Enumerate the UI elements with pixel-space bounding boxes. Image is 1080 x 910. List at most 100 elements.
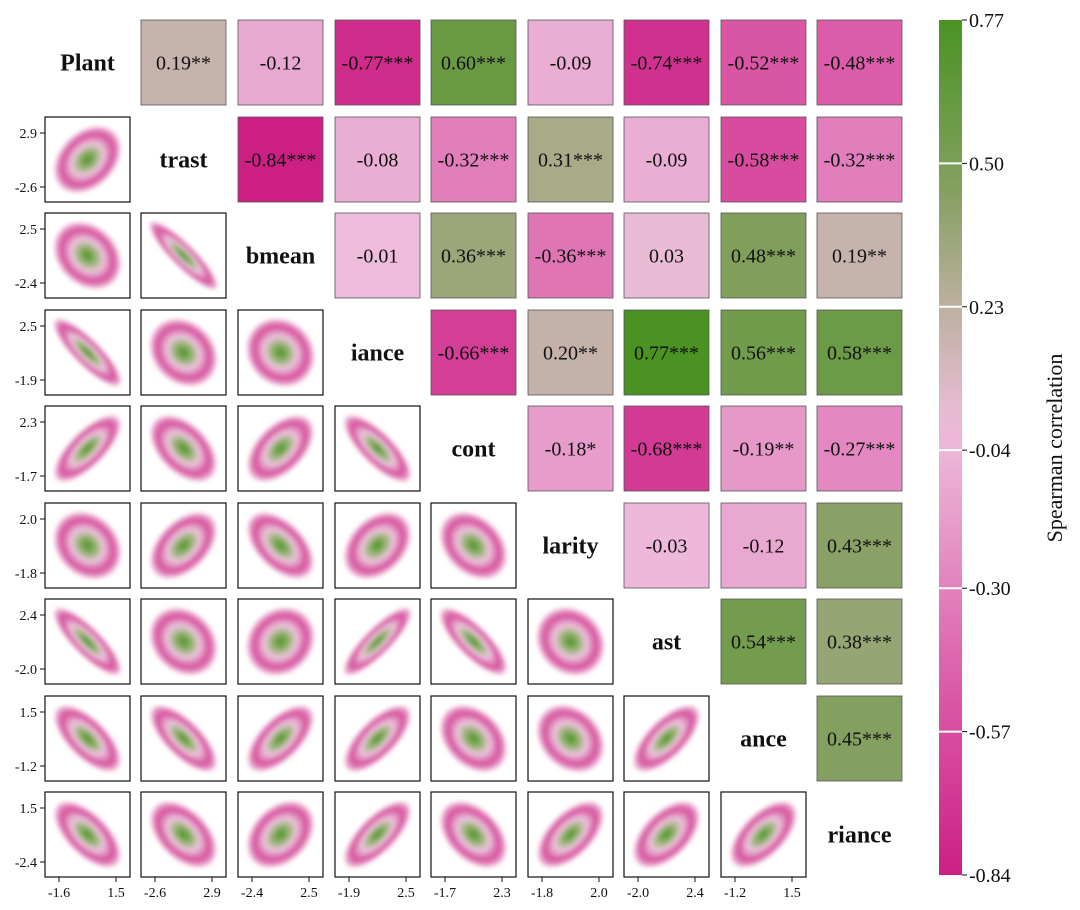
- column-tick-label: 2.5: [300, 886, 318, 901]
- correlation-cell-Plant-ast: [623, 19, 710, 106]
- colorbar-tick-label: -0.04: [969, 440, 1011, 462]
- density-blob: [342, 413, 413, 484]
- density-plot-cont-Plant: [45, 406, 130, 491]
- correlation-cell-iance-larity: [527, 309, 614, 396]
- correlation-value: 0.03: [649, 246, 684, 268]
- row-tick-label: -1.7: [15, 470, 37, 485]
- correlation-cell-larity-ance: [720, 502, 807, 589]
- colorbar: [939, 20, 962, 875]
- variable-label-ance: ance: [740, 727, 787, 753]
- variable-label-larity: larity: [543, 534, 599, 560]
- density-blob: [342, 799, 413, 870]
- correlation-cell-ast-riance: [816, 598, 903, 685]
- density-blob: [631, 703, 702, 774]
- correlation-value: -0.09: [550, 53, 592, 75]
- density-blob: [51, 509, 124, 582]
- correlation-cell-Plant-riance: [816, 19, 903, 106]
- correlation-cell-trast-riance: [816, 116, 903, 203]
- density-blob: [51, 219, 124, 292]
- density-blob: [341, 605, 414, 678]
- correlation-value: -0.74***: [631, 53, 703, 75]
- colorbar-tick-label: 0.77: [969, 10, 1004, 32]
- variable-label-Plant: Plant: [60, 51, 115, 77]
- density-blob: [147, 316, 220, 389]
- column-tick-label: -2.4: [241, 886, 263, 901]
- correlation-cell-trast-larity: [527, 116, 614, 203]
- column-tick-label: 1.5: [783, 886, 801, 901]
- correlation-value: 0.77***: [634, 343, 699, 365]
- correlation-value: -0.84***: [245, 150, 317, 172]
- correlation-value: 0.38***: [827, 632, 892, 654]
- row-tick-label: 2.5: [20, 223, 38, 238]
- column-tick-label: 2.4: [686, 886, 704, 901]
- correlation-cell-cont-riance: [816, 405, 903, 492]
- variable-label-bmean: bmean: [246, 244, 315, 270]
- correlation-value: -0.68***: [631, 439, 703, 461]
- column-tick-label: -1.9: [338, 886, 360, 901]
- density-blob: [438, 703, 509, 774]
- row-tick-label: 2.0: [20, 513, 38, 528]
- correlation-value: -0.01: [357, 246, 399, 268]
- density-blob: [244, 316, 317, 389]
- correlation-cell-iance-ast: [623, 309, 710, 396]
- row-tick-label: -1.9: [15, 374, 37, 389]
- density-plot-larity-cont: [431, 503, 516, 588]
- correlation-value: 0.19**: [156, 53, 211, 75]
- correlation-cell-ance-riance: [816, 695, 903, 782]
- row-tick-label: 2.9: [20, 127, 38, 142]
- correlation-cell-trast-ast: [623, 116, 710, 203]
- density-plot-cont-bmean: [238, 406, 323, 491]
- correlation-value: 0.31***: [538, 150, 603, 172]
- correlation-cell-cont-ance: [720, 405, 807, 492]
- correlation-cell-Plant-larity: [527, 19, 614, 106]
- column-tick-label: 1.5: [107, 886, 125, 901]
- density-blob: [438, 510, 509, 581]
- colorbar-label: Spearman correlation: [1042, 354, 1067, 543]
- density-blob: [534, 702, 607, 775]
- density-blob: [342, 510, 413, 581]
- correlation-value: -0.12: [743, 536, 785, 558]
- column-tick-label: -1.8: [531, 886, 553, 901]
- correlation-value: -0.77***: [342, 53, 414, 75]
- density-plot-ance-iance: [335, 696, 420, 781]
- correlation-value: -0.27***: [824, 439, 896, 461]
- density-plot-larity-Plant: [45, 503, 130, 588]
- density-plot-riance-cont: [431, 792, 516, 877]
- density-blob: [52, 703, 123, 774]
- density-plot-ance-bmean: [238, 696, 323, 781]
- correlation-value: 0.60***: [441, 53, 506, 75]
- density-plot-trast-Plant: [45, 117, 130, 202]
- density-plot-ance-cont: [431, 696, 516, 781]
- correlation-value: -0.12: [260, 53, 302, 75]
- density-blob: [631, 799, 702, 870]
- density-plot-larity-trast: [141, 503, 226, 588]
- row-tick-label: -2.0: [15, 663, 37, 678]
- correlation-value: -0.48***: [824, 53, 896, 75]
- density-blob: [534, 605, 607, 678]
- density-blob: [245, 510, 316, 581]
- correlation-value: -0.58***: [728, 150, 800, 172]
- correlation-cell-trast-iance: [334, 116, 421, 203]
- row-tick-label: 2.4: [20, 609, 38, 624]
- density-blob: [148, 413, 219, 484]
- correlation-value: 0.36***: [441, 246, 506, 268]
- correlation-cell-cont-larity: [527, 405, 614, 492]
- correlation-value: -0.18*: [545, 439, 597, 461]
- correlation-cell-Plant-bmean: [237, 19, 324, 106]
- density-blob: [148, 510, 219, 581]
- row-tick-label: 2.5: [20, 320, 38, 335]
- density-blob: [147, 605, 220, 678]
- row-tick-label: 1.5: [20, 706, 38, 721]
- density-plot-riance-ance: [721, 792, 806, 877]
- correlation-value: -0.32***: [824, 150, 896, 172]
- density-plot-riance-larity: [528, 792, 613, 877]
- density-blob: [245, 703, 316, 774]
- correlation-cell-Plant-ance: [720, 19, 807, 106]
- colorbar-tick-label: 0.50: [969, 153, 1004, 175]
- density-plot-bmean-Plant: [45, 213, 130, 298]
- correlation-cell-larity-riance: [816, 502, 903, 589]
- variable-label-iance: iance: [351, 341, 405, 367]
- correlation-cell-iance-cont: [430, 309, 517, 396]
- density-plot-cont-trast: [141, 406, 226, 491]
- correlation-value: -0.52***: [728, 53, 800, 75]
